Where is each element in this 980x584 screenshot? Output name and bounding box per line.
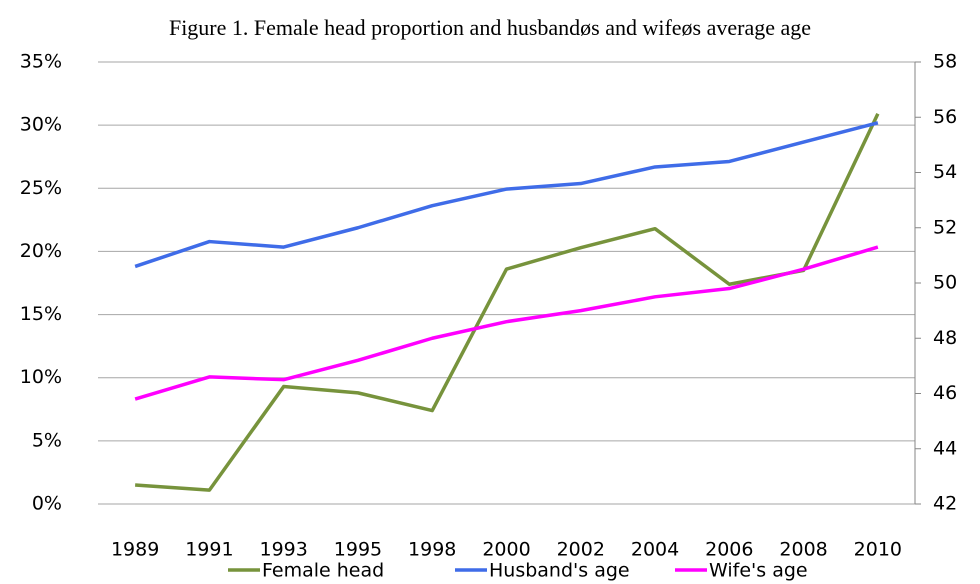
- x-tick-label: 1993: [260, 539, 308, 561]
- y2-tick-label: 50: [933, 272, 957, 294]
- y-tick-label: 0%: [32, 493, 62, 515]
- x-tick-label: 2000: [482, 539, 530, 561]
- x-tick-label: 2004: [631, 539, 679, 561]
- y2-tick-label: 52: [933, 216, 957, 238]
- x-tick-label: 2002: [557, 539, 605, 561]
- chart-title: Figure 1. Female head proportion and hus…: [169, 15, 811, 40]
- y2-tick-label: 56: [933, 106, 957, 128]
- y2-tick-label: 46: [933, 382, 957, 404]
- y2-tick-label: 48: [933, 327, 957, 349]
- x-tick-label: 2010: [854, 539, 902, 561]
- y2-tick-label: 58: [933, 51, 957, 73]
- legend-label: Husband's age: [489, 560, 630, 582]
- y-tick-label: 25%: [20, 177, 62, 199]
- series-line: [135, 113, 880, 492]
- y-tick-label: 10%: [20, 366, 62, 388]
- series-line: [134, 121, 879, 269]
- x-tick-label: 1998: [408, 539, 456, 561]
- y-tick-label: 5%: [32, 429, 62, 451]
- x-tick-label: 1989: [111, 539, 159, 561]
- y-tick-label: 35%: [20, 51, 62, 73]
- x-tick-label: 1995: [334, 539, 382, 561]
- y2-tick-label: 44: [933, 437, 957, 459]
- x-tick-label: 1991: [185, 539, 233, 561]
- y-tick-label: 20%: [20, 240, 62, 262]
- x-tick-label: 2008: [779, 539, 827, 561]
- y2-tick-label: 42: [933, 493, 957, 515]
- y-tick-label: 15%: [20, 303, 62, 325]
- series-line: [134, 245, 879, 401]
- y2-tick-label: 54: [933, 161, 957, 183]
- y-tick-label: 30%: [20, 114, 62, 136]
- x-tick-label: 2006: [705, 539, 753, 561]
- legend-label: Wife's age: [709, 560, 808, 582]
- legend-label: Female head: [262, 560, 384, 582]
